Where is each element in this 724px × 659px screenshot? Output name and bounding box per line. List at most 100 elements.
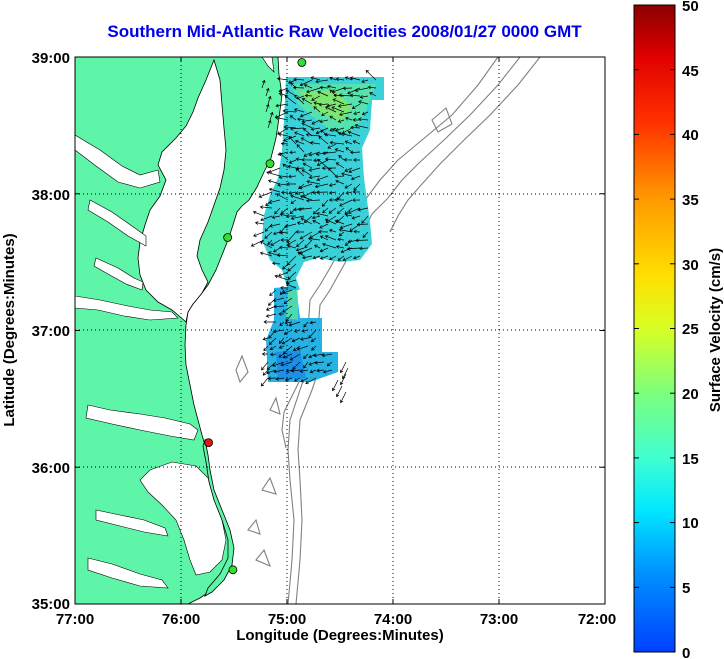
velocity-arrow [321, 111, 329, 117]
colorbar [633, 4, 676, 653]
colorbar-tick-label: 45 [682, 63, 699, 80]
velocity-arrow [292, 361, 301, 370]
velocity-arrow [358, 117, 369, 121]
velocity-arrow [319, 119, 329, 124]
velocity-arrow [312, 207, 321, 215]
velocity-arrow [263, 345, 269, 352]
y-tick-label: 36:00 [32, 460, 70, 477]
velocity-arrow [300, 377, 309, 383]
velocity-arrow [269, 223, 281, 228]
velocity-arrow [313, 353, 325, 358]
velocity-arrow [337, 119, 345, 123]
y-tick-label: 39:00 [32, 50, 70, 67]
velocity-arrow [284, 377, 293, 382]
velocity-arrow [339, 223, 353, 229]
velocity-arrow [308, 167, 321, 172]
velocity-arrow [351, 103, 361, 109]
velocity-arrow [271, 261, 281, 266]
velocity-arrow [335, 77, 345, 82]
x-tick-labels: 77:00 76:00 75:00 74:00 73:00 72:00 [56, 611, 616, 628]
velocity-arrow [289, 150, 297, 155]
potomac-river [75, 134, 161, 189]
velocity-arrow [324, 157, 337, 162]
velocity-arrow [265, 87, 270, 97]
delaware-bay-edge [261, 57, 275, 73]
velocity-arrow [250, 239, 265, 247]
velocity-arrow [292, 85, 305, 90]
velocity-arrow [319, 85, 329, 90]
velocity-arrow [279, 321, 285, 326]
velocity-arrow [296, 239, 305, 248]
velocity-arrow [319, 235, 329, 241]
velocity-arrow [252, 210, 265, 217]
velocity-arrow [265, 313, 277, 318]
colorbar-tick-label: 35 [682, 192, 699, 209]
y-axis-label: Latitude (Degrees:Minutes) [1, 233, 18, 426]
velocity-arrow [324, 218, 337, 225]
velocity-arrow [303, 353, 309, 359]
velocity-arrow [283, 297, 293, 304]
velocity-arrow [336, 207, 345, 215]
x-axis-label: Longitude (Degrees:Minutes) [236, 627, 444, 644]
y-tick-labels: 39:00 38:00 37:00 36:00 35:00 [32, 50, 70, 613]
velocity-arrow [337, 255, 345, 261]
velocity-arrow [301, 122, 313, 129]
velocity-arrow [253, 231, 265, 237]
velocity-arrow [278, 175, 289, 179]
velocity-arrow [296, 144, 305, 153]
velocity-arrow [344, 167, 353, 172]
velocity-arrow [282, 163, 289, 169]
velocity-arrow [316, 190, 329, 195]
velocity-arrow [335, 162, 345, 169]
velocity-arrow [341, 127, 353, 134]
rappahannock-river [87, 199, 147, 247]
velocity-arrow [303, 361, 309, 369]
velocity-arrow [338, 228, 353, 233]
velocity-arrow [304, 239, 313, 249]
velocity-arrow [361, 111, 369, 116]
velocity-arrow [342, 86, 353, 91]
velocity-arrow [259, 251, 273, 257]
velocity-arrow [353, 111, 361, 116]
velocity-arrow [329, 115, 337, 121]
velocity-arrow [290, 368, 301, 373]
bathymetry-contours [235, 57, 541, 604]
velocity-arrow [283, 329, 293, 335]
velocity-arrow [276, 253, 289, 257]
velocity-arrow [311, 95, 321, 101]
velocity-arrow [268, 187, 281, 193]
velocity-arrow [263, 320, 277, 324]
velocity-arrow [283, 125, 297, 130]
velocity-arrow [254, 221, 265, 225]
velocity-arrow [302, 162, 313, 169]
colorbar-tick-label: 25 [682, 321, 699, 338]
velocity-arrow [344, 140, 353, 145]
velocity-arrow [367, 85, 377, 90]
x-tick-label: 77:00 [56, 611, 94, 628]
velocity-arrow [352, 190, 361, 194]
velocity-arrow [278, 271, 289, 277]
velocity-arrow [300, 137, 313, 145]
velocity-arrow [287, 164, 297, 169]
velocity-arrow [333, 93, 345, 98]
velocity-arrow [343, 157, 353, 162]
velocity-arrow [344, 183, 353, 189]
velocity-arrow [326, 361, 333, 367]
velocity-arrow [325, 215, 337, 223]
x-tick-label: 76:00 [162, 611, 200, 628]
velocity-arrow [298, 183, 313, 190]
velocity-arrow [354, 87, 369, 93]
velocity-arrow [311, 345, 317, 351]
velocity-arrow [290, 82, 297, 89]
york-river [93, 257, 144, 291]
velocity-arrow [313, 101, 321, 105]
colorbar-tick-label: 10 [682, 515, 699, 532]
radar-station-marker [297, 58, 307, 67]
velocity-arrow [274, 207, 281, 215]
velocity-arrow [296, 345, 309, 351]
velocity-arrow [353, 183, 361, 191]
velocity-arrow [261, 361, 269, 371]
velocity-arrow [267, 95, 272, 105]
velocity-arrow [272, 361, 285, 367]
velocity-arrow [280, 285, 289, 290]
